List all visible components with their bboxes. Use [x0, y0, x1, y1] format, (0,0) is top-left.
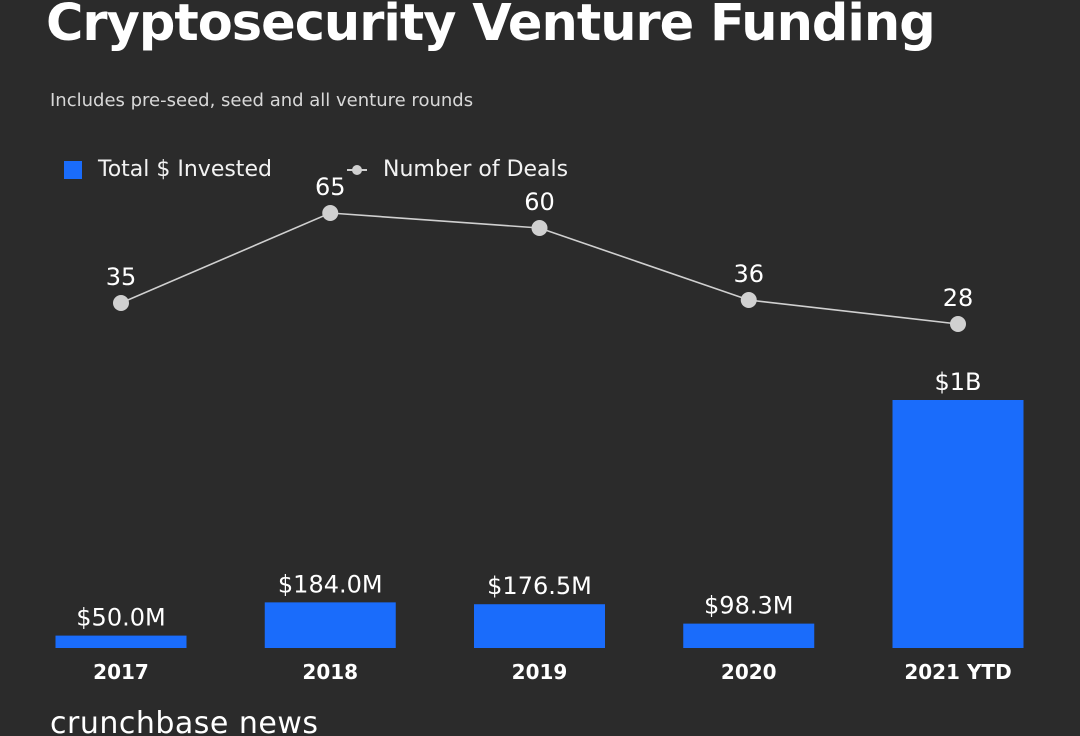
bar-2021-ytd [892, 400, 1024, 648]
bar-value-label: $184.0M [278, 570, 383, 598]
deals-value-label: 28 [943, 284, 974, 312]
bar-value-label: $176.5M [487, 572, 592, 600]
legend-label-total-invested: Total $ Invested [98, 157, 272, 182]
bar-2018 [264, 602, 396, 648]
legend-item-total-invested: Total $ Invested [64, 157, 272, 182]
x-tick-label: 2020 [721, 660, 777, 684]
brand-logo: crunchbase news [50, 706, 319, 736]
chart-subtitle: Includes pre-seed, seed and all venture … [50, 90, 474, 111]
legend-item-number-of-deals: Number of Deals [347, 157, 568, 182]
x-tick-label: 2018 [302, 660, 358, 684]
chart-title: Cryptosecurity Venture Funding [46, 0, 936, 53]
deals-value-label: 65 [315, 173, 346, 201]
legend-marker-line [347, 163, 367, 177]
legend-swatch-bar [64, 160, 82, 179]
bar-value-label: $98.3M [704, 592, 793, 620]
bar-value-label: $50.0M [76, 604, 165, 632]
deals-point [322, 205, 339, 221]
x-tick-label: 2017 [93, 660, 149, 684]
deals-value-label: 35 [106, 263, 137, 291]
deals-value-label: 60 [524, 188, 555, 216]
bar-2020 [683, 623, 815, 648]
bar-2019 [474, 604, 605, 648]
bar-2017 [55, 635, 187, 648]
deals-point [740, 292, 757, 308]
deals-point [113, 295, 129, 311]
deals-value-label: 36 [733, 260, 764, 288]
x-tick-label: 2019 [512, 660, 568, 684]
deals-point [531, 220, 548, 236]
deals-point [950, 316, 966, 332]
x-tick-label: 2021 YTD [904, 660, 1011, 684]
bar-value-label: $1B [934, 368, 981, 396]
legend-label-number-of-deals: Number of Deals [383, 157, 569, 182]
